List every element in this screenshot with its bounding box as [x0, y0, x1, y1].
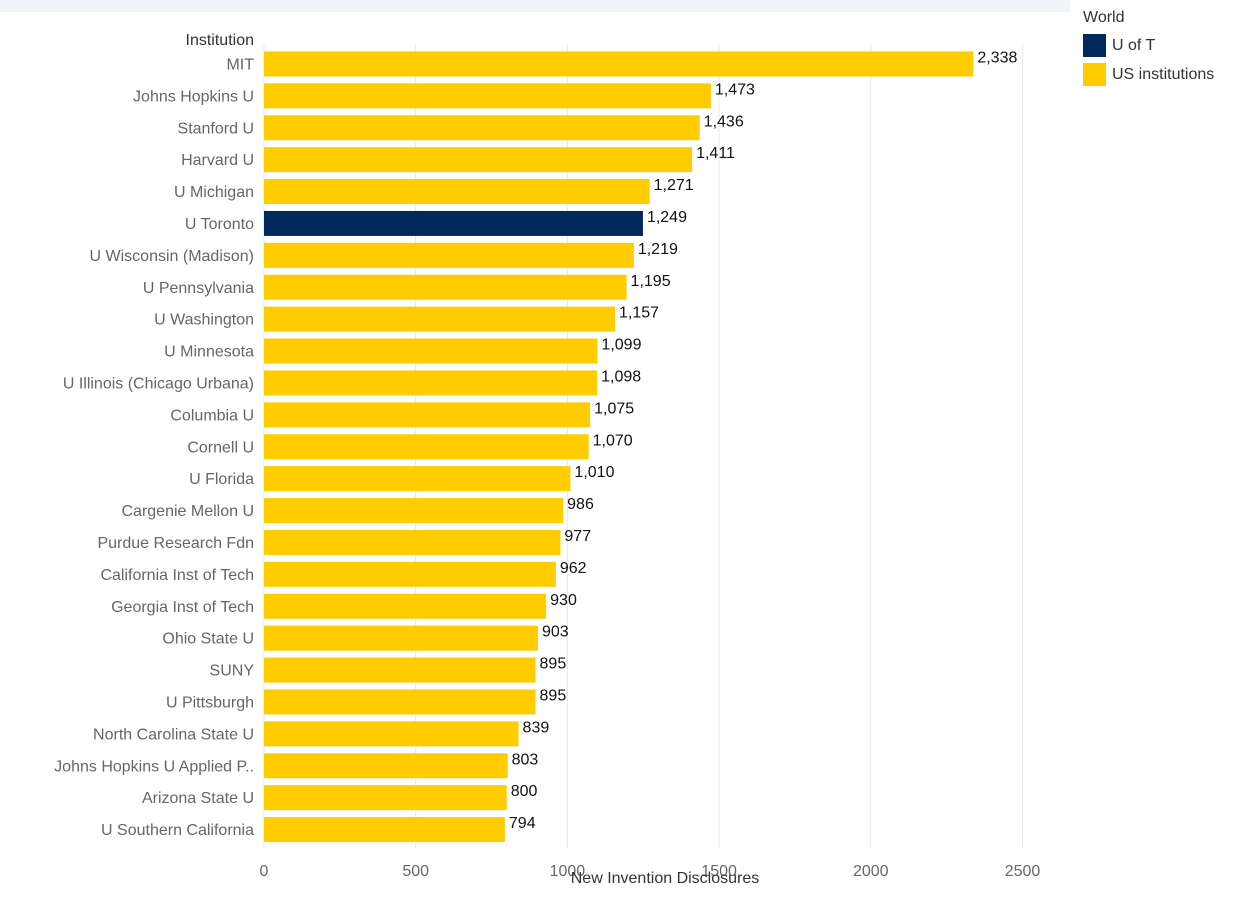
value-label: 930	[550, 592, 577, 609]
bar[interactable]	[264, 561, 556, 587]
value-label: 1,219	[638, 241, 678, 258]
legend-item-u-of-t[interactable]: U of T	[1083, 31, 1214, 60]
bar[interactable]	[264, 370, 598, 396]
bar[interactable]	[264, 306, 616, 332]
category-label: U Wisconsin (Madison)	[90, 248, 254, 265]
value-label: 1,157	[619, 305, 659, 322]
category-label: U Southern California	[101, 822, 254, 839]
value-label: 800	[511, 783, 538, 800]
value-label: 1,099	[601, 337, 641, 354]
legend-item-us-institutions[interactable]: US institutions	[1083, 60, 1214, 89]
value-label: 1,075	[594, 400, 634, 417]
value-label: 794	[509, 815, 536, 832]
category-label: Purdue Research Fdn	[97, 535, 254, 552]
category-label: U Pittsburgh	[166, 694, 254, 711]
x-tick-label: 2000	[853, 863, 889, 880]
category-label: U Toronto	[185, 216, 254, 233]
bar[interactable]	[264, 466, 571, 492]
value-label: 1,010	[574, 464, 614, 481]
value-label: 1,098	[601, 368, 641, 385]
bar[interactable]	[264, 721, 519, 747]
category-label: Ohio State U	[162, 631, 254, 648]
category-label: U Washington	[154, 312, 254, 329]
category-label: Johns Hopkins U Applied P..	[54, 758, 254, 775]
category-label: Georgia Inst of Tech	[111, 599, 254, 616]
bar[interactable]	[264, 785, 507, 811]
value-label: 962	[560, 560, 587, 577]
legend-label-us-institutions: US institutions	[1112, 65, 1215, 83]
bar[interactable]	[264, 338, 598, 364]
value-label: 1,271	[654, 177, 694, 194]
bar[interactable]	[264, 115, 700, 141]
bar[interactable]	[264, 593, 547, 619]
category-label: Cargenie Mellon U	[121, 503, 254, 520]
category-label: North Carolina State U	[93, 726, 254, 743]
bar[interactable]	[264, 51, 974, 77]
bar[interactable]	[264, 434, 589, 460]
value-label: 1,195	[631, 273, 671, 290]
bar[interactable]	[264, 498, 564, 524]
x-tick-label: 500	[402, 863, 429, 880]
x-tick-label: 0	[260, 863, 269, 880]
value-label: 977	[564, 528, 591, 545]
x-tick-label: 2500	[1005, 863, 1041, 880]
bar[interactable]	[264, 83, 711, 109]
row-header: Institution	[186, 32, 254, 49]
value-label: 839	[523, 719, 550, 736]
x-tick-label: 1000	[550, 863, 586, 880]
legend-label-u-of-t: U of T	[1112, 36, 1156, 54]
category-label: California Inst of Tech	[100, 567, 254, 584]
legend-swatch-u-of-t	[1083, 34, 1106, 57]
value-label: 803	[512, 751, 539, 768]
category-label: U Florida	[189, 471, 254, 488]
legend-swatch-us-institutions	[1083, 63, 1106, 86]
value-label: 1,436	[704, 113, 744, 130]
bar[interactable]	[264, 274, 627, 300]
bar[interactable]	[264, 817, 505, 843]
header-band	[0, 0, 1070, 12]
bars	[264, 51, 974, 843]
category-label: U Pennsylvania	[143, 280, 254, 297]
bar[interactable]	[264, 657, 536, 683]
x-axis-ticks: 0 500 1000 1500 2000 2500	[260, 863, 1041, 880]
category-label: U Minnesota	[164, 344, 254, 361]
bar[interactable]	[264, 179, 650, 205]
legend: World U of T US institutions	[1083, 9, 1214, 89]
bar[interactable]	[264, 625, 538, 651]
value-label: 895	[540, 687, 567, 704]
value-label: 986	[567, 496, 594, 513]
category-label: MIT	[226, 56, 254, 73]
bar[interactable]	[264, 402, 591, 428]
bar-chart: MIT Johns Hopkins U Stanford U Harvard U U M…	[54, 32, 1041, 887]
value-label: 1,070	[593, 432, 633, 449]
category-labels: MIT Johns Hopkins U Stanford U Harvard U U M…	[54, 56, 254, 839]
x-axis-title: New Invention Disclosures	[571, 870, 760, 887]
category-label: U Michigan	[174, 184, 254, 201]
category-label: Cornell U	[187, 439, 254, 456]
bar[interactable]	[264, 242, 634, 268]
category-label: Harvard U	[181, 152, 254, 169]
category-label: Johns Hopkins U	[133, 88, 254, 105]
bar[interactable]	[264, 147, 693, 173]
legend-title: World	[1083, 9, 1125, 26]
category-label: Columbia U	[170, 407, 254, 424]
bar[interactable]	[264, 753, 508, 779]
value-label: 1,249	[647, 209, 687, 226]
bar[interactable]	[264, 689, 536, 715]
x-tick-label: 1500	[701, 863, 737, 880]
value-label: 1,473	[715, 81, 755, 98]
bar[interactable]	[264, 210, 643, 236]
value-label: 1,411	[696, 145, 735, 162]
bar[interactable]	[264, 529, 561, 555]
value-label: 2,338	[977, 49, 1017, 66]
value-label: 895	[540, 656, 567, 673]
category-label: Stanford U	[178, 120, 254, 137]
value-label: 903	[542, 624, 569, 641]
category-label: U Illinois (Chicago Urbana)	[63, 375, 254, 392]
category-label: SUNY	[210, 663, 255, 680]
category-label: Arizona State U	[142, 790, 254, 807]
